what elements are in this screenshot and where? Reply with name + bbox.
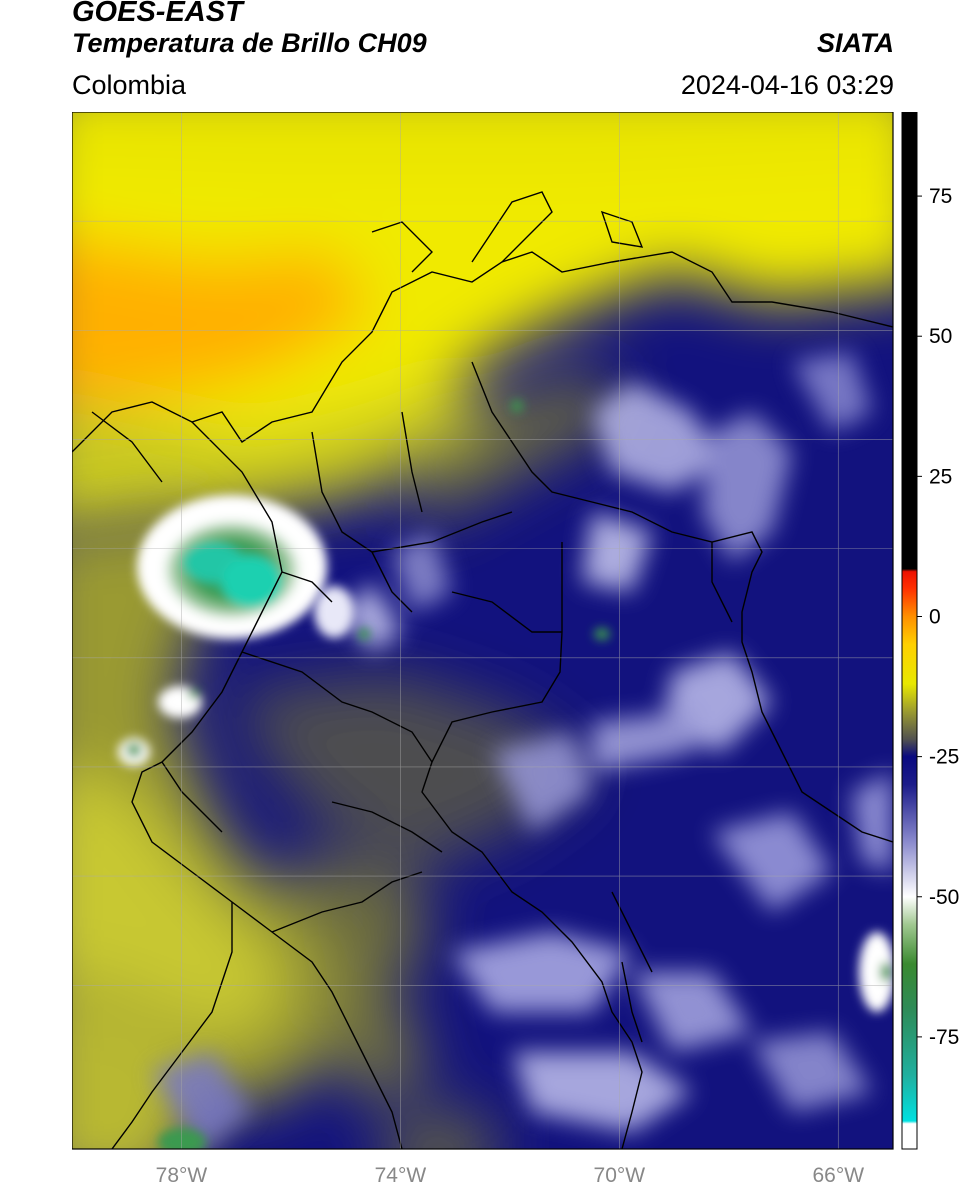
colorbar-gradient bbox=[901, 112, 918, 1150]
lon-tick-label: 66°W bbox=[812, 1164, 864, 1187]
satellite-map: 12°N10°N8°N6°N4°N2°N0°2°S 78°W74°W70°W66… bbox=[72, 112, 894, 1187]
product-title: Temperatura de Brillo CH09 bbox=[72, 28, 427, 58]
lon-tick-label: 74°W bbox=[375, 1164, 427, 1187]
colorbar-tick-label: -50 bbox=[929, 886, 959, 909]
lon-tick-label: 78°W bbox=[156, 1164, 208, 1187]
colorbar-tick-label: -25 bbox=[929, 746, 959, 769]
map-frame bbox=[72, 112, 894, 1150]
graticule bbox=[72, 112, 893, 1149]
brightness-temperature-imagery bbox=[72, 112, 893, 1149]
colorbar-ticks: 75 50 25 0 -25 -50 -75 bbox=[917, 185, 959, 1049]
datetime-label: 2024-04-16 03:29 bbox=[680, 70, 894, 100]
colorbar: 75 50 25 0 -25 -50 -75 bbox=[901, 112, 959, 1150]
colorbar-tick-label: 0 bbox=[929, 605, 941, 628]
lon-tick-label: 70°W bbox=[594, 1164, 646, 1187]
satellite-title: GOES-EAST bbox=[72, 0, 243, 28]
political-boundaries bbox=[72, 191, 893, 1149]
region-label: Colombia bbox=[72, 70, 187, 100]
colorbar-tick-label: -75 bbox=[929, 1026, 959, 1049]
longitude-labels: 78°W 74°W 70°W 66°W bbox=[156, 1164, 865, 1187]
colorbar-tick-label: 25 bbox=[929, 465, 952, 488]
colorbar-tick-label: 75 bbox=[929, 185, 952, 208]
colorbar-tick-label: 50 bbox=[929, 325, 952, 348]
agency-label: SIATA bbox=[817, 28, 894, 58]
